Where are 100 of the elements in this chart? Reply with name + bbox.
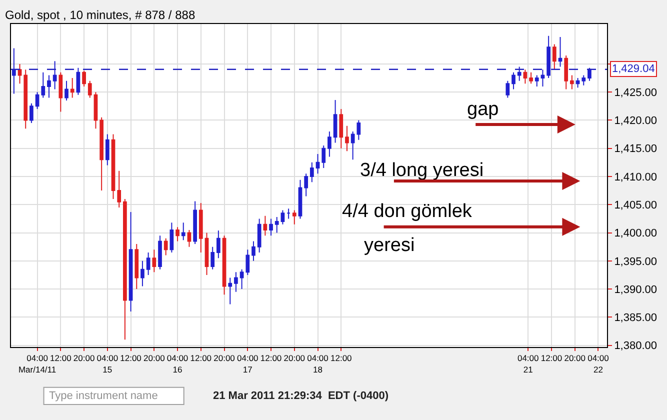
candlestick: [298, 179, 302, 220]
x-tick-label: 04:00 16: [166, 353, 188, 374]
candlestick: [234, 272, 238, 292]
y-tick-label: 1,420.00: [614, 115, 658, 128]
candlestick: [310, 162, 314, 183]
candlestick: [164, 238, 168, 256]
candlestick: [534, 74, 539, 87]
candlestick: [58, 72, 63, 112]
candlestick: [94, 92, 98, 130]
x-tick-label: 12:00: [190, 353, 212, 364]
candlestick: [123, 198, 127, 340]
x-tick-label: 12:00: [330, 353, 352, 364]
candlestick: [18, 63, 22, 84]
candlestick: [64, 80, 68, 102]
x-tick-label: 12:00: [540, 353, 562, 364]
x-tick-label: 20:00: [564, 353, 586, 364]
candlestick: [170, 222, 174, 253]
candlestick: [117, 170, 122, 208]
candlestick: [193, 200, 197, 245]
x-tick-label: 04:00 17: [237, 353, 259, 374]
text: Type instrument name: [49, 390, 158, 402]
candlestick: [70, 78, 74, 98]
annotation: 3/4 long yeresi: [360, 160, 484, 181]
candlestick: [506, 80, 510, 98]
candlestick: [146, 252, 150, 276]
candlestick: [316, 153, 320, 174]
y-tick-label: 1,425.00: [614, 86, 658, 99]
candlestick: [540, 69, 545, 87]
x-tick-label: 20:00: [144, 353, 166, 364]
candlestick: [187, 229, 192, 248]
candlestick: [30, 102, 34, 124]
candlestick: [134, 244, 139, 290]
candlestick: [228, 277, 232, 305]
annotation: yeresi: [364, 235, 415, 256]
candlestick: [12, 48, 16, 94]
candlestick: [339, 108, 344, 149]
candlestick: [152, 249, 156, 273]
candlestick: [158, 235, 162, 270]
candlestick: [210, 246, 215, 270]
y-tick-label: 1,400.00: [614, 228, 658, 240]
candlestick: [328, 130, 332, 158]
candlestick: [517, 66, 522, 82]
candlestick: [140, 260, 144, 287]
ref-line-label: 1,429.04: [612, 63, 655, 75]
candlestick: [216, 230, 220, 259]
candlestick: [564, 55, 568, 90]
candlestick: [257, 218, 262, 253]
candlestick: [88, 80, 92, 98]
x-tick-label: 04:00 21: [517, 353, 540, 374]
y-tick-label: 1,390.00: [614, 284, 658, 296]
x-tick-label: 04:00 15: [96, 353, 118, 374]
candlestick: [82, 70, 86, 87]
x-tick-label: 12:00: [260, 353, 282, 364]
candlestick: [198, 202, 203, 253]
candlestick: [76, 67, 80, 96]
candlestick: [552, 44, 556, 70]
y-tick-label: 1,405.00: [614, 199, 658, 212]
candlestick: [576, 78, 580, 88]
candlestick: [105, 134, 110, 166]
chart-title: Gold, spot , 10 minutes, # 878 / 888: [5, 8, 196, 22]
x-tick-label: 12:00: [120, 353, 142, 364]
candlestick: [269, 218, 273, 236]
annotation: 4/4 don gömlek: [342, 201, 472, 222]
candlestick: [246, 249, 250, 276]
candlestick: [100, 116, 104, 192]
candlestick: [558, 36, 562, 68]
candlestick: [263, 215, 268, 236]
candlestick: [274, 216, 279, 234]
candlestick: [570, 74, 574, 90]
x-tick-label: 20:00: [284, 353, 306, 364]
y-tick-label: 1,410.00: [614, 171, 658, 184]
candlestick: [181, 222, 186, 241]
candlestick: [333, 99, 338, 144]
x-tick-label: 04:00 22: [588, 353, 610, 374]
text: 21 Mar 2011 21:29:34 EDT (-0400): [213, 390, 389, 402]
candlestick: [286, 208, 290, 220]
y-tick-label: 1,395.00: [614, 256, 658, 268]
candlestick: [529, 72, 533, 84]
x-tick-label: 12:00: [50, 353, 72, 364]
candlestick: [240, 268, 244, 290]
y-tick-label: 1,380.00: [614, 340, 658, 352]
candlestick: [176, 226, 180, 242]
candlestick: [292, 210, 296, 225]
annotation: gap: [467, 99, 499, 120]
x-tick-label: 20:00: [73, 353, 95, 364]
y-tick-label: 1,415.00: [614, 143, 658, 156]
candlestick: [280, 210, 285, 225]
candlestick: [252, 240, 256, 262]
x-tick-label: 20:00: [214, 353, 236, 364]
candlestick: [546, 35, 550, 79]
candlestick: [111, 134, 116, 200]
candlestick: [345, 125, 349, 152]
y-tick-label: 1,385.00: [614, 312, 658, 324]
candlestick: [582, 74, 586, 86]
candlestick: [222, 235, 226, 296]
candlestick: [304, 173, 308, 197]
candlestick: [523, 69, 528, 84]
candlestick: [512, 72, 516, 90]
candlestick: [322, 145, 326, 169]
x-tick-label: 04:00 18: [307, 353, 329, 374]
